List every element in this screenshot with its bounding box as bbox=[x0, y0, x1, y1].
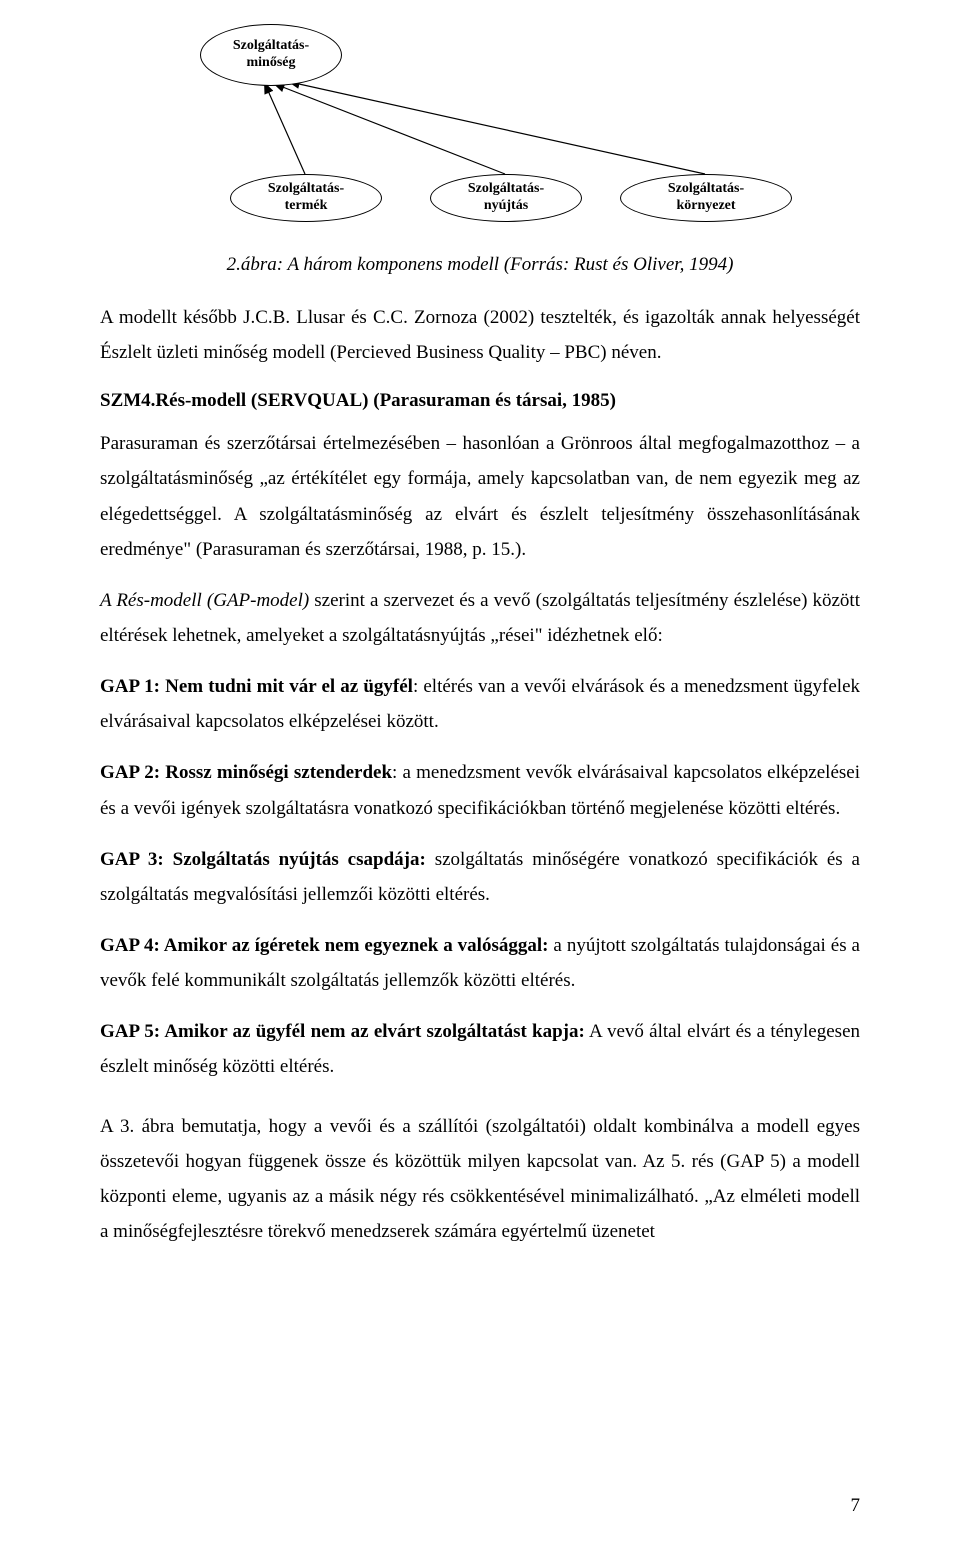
diagram-node-mid: Szolgáltatás- nyújtás bbox=[430, 174, 582, 222]
diagram-node-right: Szolgáltatás- környezet bbox=[620, 174, 792, 222]
diagram-node-top: Szolgáltatás- minőség bbox=[200, 24, 342, 86]
gap4: GAP 4: Amikor az ígéretek nem egyeznek a… bbox=[100, 928, 860, 998]
diagram-container: Szolgáltatás- minőség Szolgáltatás- termé… bbox=[170, 24, 790, 244]
gap1-label: GAP 1: Nem tudni mit vár el az ügyfél bbox=[100, 676, 413, 697]
gap5-label: GAP 5: Amikor az ügyfél nem az elvárt sz… bbox=[100, 1021, 585, 1042]
paragraph-intro: A modellt később J.C.B. Llusar és C.C. Z… bbox=[100, 300, 860, 370]
paragraph-gapmodel: A Rés-modell (GAP-model) szerint a szerv… bbox=[100, 583, 860, 653]
gapmodel-italic: A Rés-modell (GAP-model) bbox=[100, 590, 309, 611]
diagram-node-left: Szolgáltatás- termék bbox=[230, 174, 382, 222]
gap3: GAP 3: Szolgáltatás nyújtás csapdája: sz… bbox=[100, 842, 860, 912]
gap4-label: GAP 4: Amikor az ígéretek nem egyeznek a… bbox=[100, 935, 548, 956]
page: Szolgáltatás- minőség Szolgáltatás- termé… bbox=[0, 0, 960, 1541]
gap2-label: GAP 2: Rossz minőségi sztenderdek bbox=[100, 762, 392, 783]
gap5: GAP 5: Amikor az ügyfél nem az elvárt sz… bbox=[100, 1014, 860, 1084]
section-heading: SZM4.Rés-modell (SERVQUAL) (Parasuraman … bbox=[100, 390, 860, 412]
figure-caption: 2.ábra: A három komponens modell (Forrás… bbox=[100, 254, 860, 276]
gap2: GAP 2: Rossz minőségi sztenderdek: a men… bbox=[100, 755, 860, 825]
paragraph-closing: A 3. ábra bemutatja, hogy a vevői és a s… bbox=[100, 1109, 860, 1250]
paragraph-definition: Parasuraman és szerzőtársai értelmezéséb… bbox=[100, 426, 860, 567]
gap3-label: GAP 3: Szolgáltatás nyújtás csapdája: bbox=[100, 849, 426, 870]
page-number: 7 bbox=[851, 1495, 861, 1517]
gap1: GAP 1: Nem tudni mit vár el az ügyfél: e… bbox=[100, 669, 860, 739]
